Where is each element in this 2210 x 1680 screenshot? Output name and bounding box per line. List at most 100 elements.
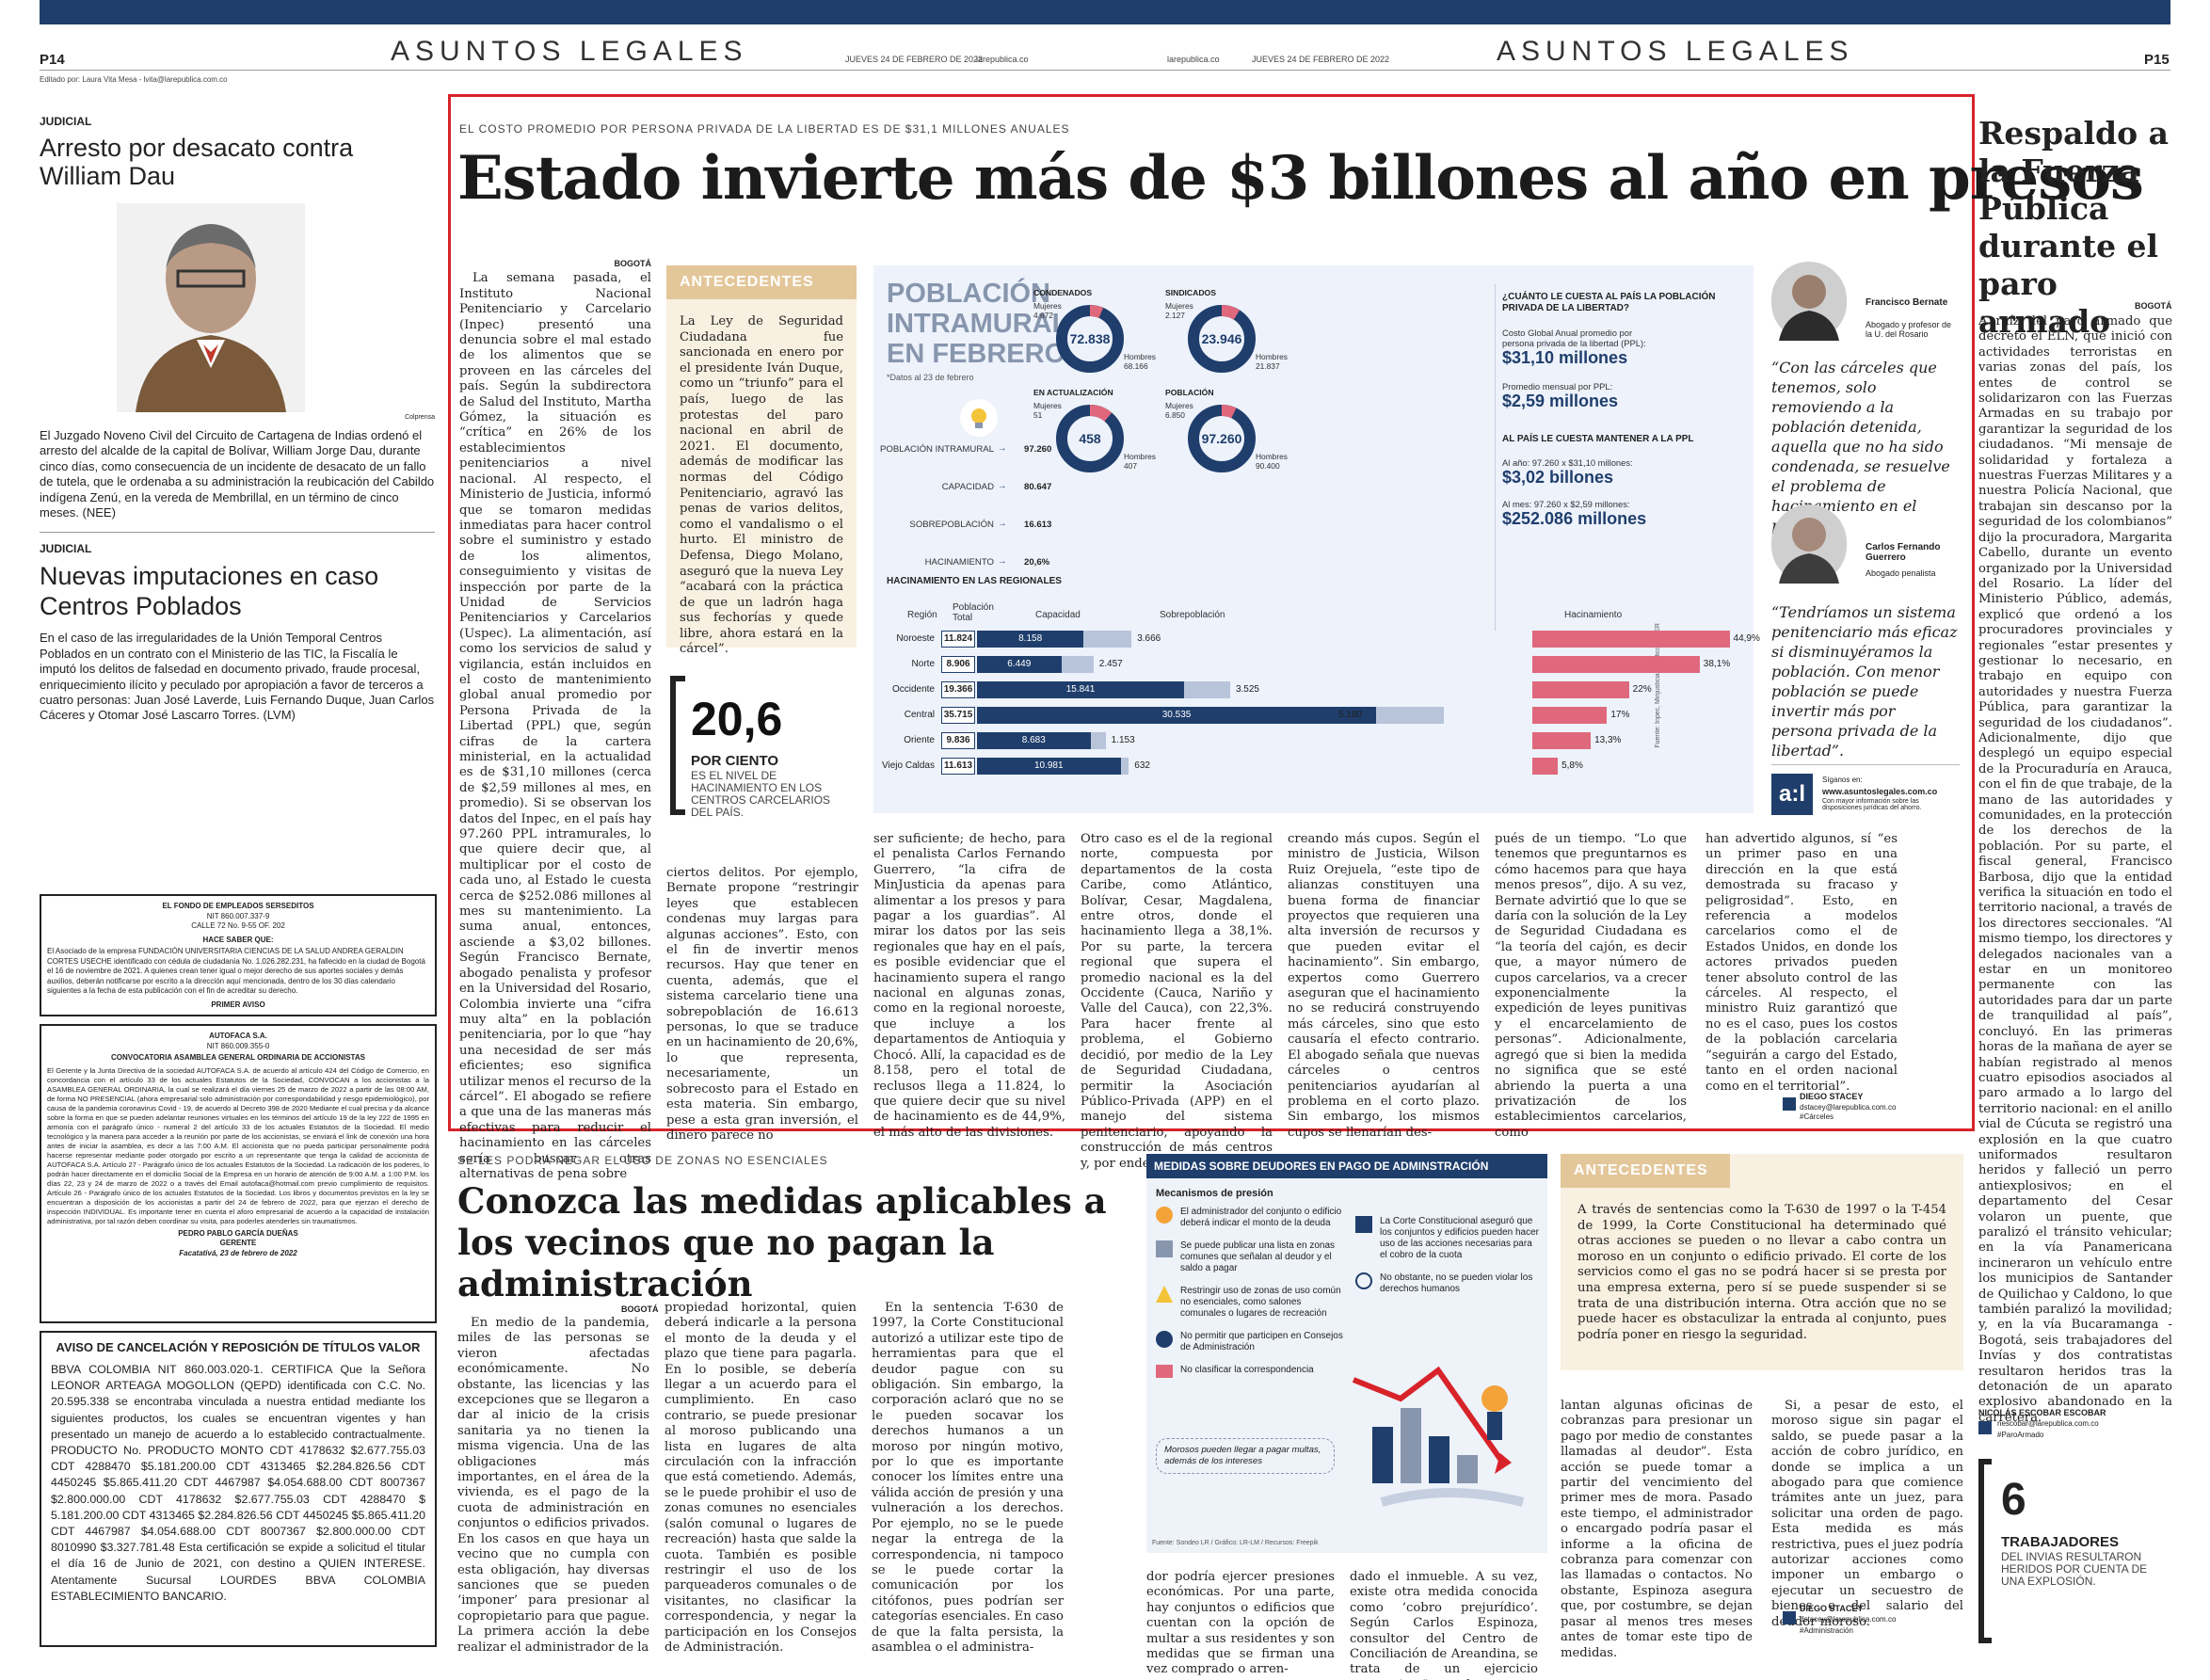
right-author-badge-icon: [1978, 1421, 1992, 1434]
crowding-label: 38,1%: [1703, 659, 1731, 669]
crowding-bar: [1532, 681, 1629, 698]
donut-hombres-value: 68.166: [1124, 361, 1148, 371]
cost-title: ¿CUÁNTO LE CUESTA AL PAÍS LA POBLACIÓN P…: [1502, 292, 1716, 313]
donut-mujeres-label: Mujeres: [1033, 401, 1062, 410]
right-body: A raíz del paro armado que decretó el EL…: [1978, 314, 2172, 1425]
summary-label: HACINAMIENTO: [924, 557, 994, 568]
guerrero-photo: [1771, 504, 1847, 584]
infographic-divider: [1495, 284, 1496, 631]
donut-mujeres-label: Mujeres: [1165, 301, 1193, 311]
site-left: larepublica.co: [976, 55, 1029, 64]
notice2-title: AUTOFACA S.A.: [209, 1032, 267, 1040]
bottom-author: DIEGO STACEY: [1800, 1604, 1864, 1613]
donut-chart: 458: [1056, 405, 1124, 472]
portrait-icon: [117, 203, 305, 412]
arrow-right-icon: →: [998, 443, 1007, 454]
antecedentes-box: ANTECEDENTES La Ley de Seguridad Ciudada…: [666, 265, 857, 656]
donut-panel: POBLACIÓN 97.260 Mujeres 6.850 Hombres 90.400: [1165, 388, 1288, 482]
donut-hombres-label: Hombres: [1256, 452, 1288, 461]
bottom-col3: En la sentencia T-630 de 1997, la Corte …: [872, 1301, 1064, 1655]
overpop-label: 2.457: [1098, 659, 1123, 669]
capacity-bar: 6.449: [977, 656, 1062, 673]
col-capacity: Capacidad: [1035, 610, 1081, 620]
notice2-body: El Gerente y la Junta Directiva de la so…: [47, 1065, 429, 1225]
notice3-title: AVISO DE CANCELACIÓN Y REPOSICIÓN DE TÍT…: [56, 1340, 421, 1354]
summary-row: HACINAMIENTO → 20,6%: [881, 555, 1088, 574]
bottom-col2: propiedad horizontal, quien deberá indic…: [665, 1301, 857, 1655]
overpop-label: 3.666: [1137, 633, 1161, 644]
right-stat-value: 6: [2001, 1475, 2026, 1525]
overpop-bar: [1184, 681, 1230, 698]
notice-autofaca: AUTOFACA S.A. NIT 860.009.355-0 CONVOCAT…: [40, 1024, 437, 1323]
crowding-bar: [1532, 656, 1700, 673]
region-total: 9.836: [941, 732, 975, 749]
donut-total: 458: [1079, 431, 1101, 446]
crowding-bar: [1532, 732, 1592, 749]
lightbulb-icon: [960, 399, 998, 437]
asuntos-legales-logo: a:l: [1771, 774, 1813, 815]
measures-infographic: MEDIDAS SOBRE DEUDORES EN PAGO DE ADMINS…: [1146, 1154, 1547, 1553]
donut-slice-mujeres: [1188, 305, 1256, 373]
right-stat-desc: DEL INVIAS RESULTARON HERIDOS POR CUENTA…: [2001, 1550, 2148, 1588]
coin-icon: [1156, 1207, 1173, 1224]
summary-row: SOBREPOBLACIÓN → 16.613: [881, 518, 1088, 536]
measure-item: Restringir uso de zonas de uso común no …: [1156, 1286, 1344, 1320]
crowding-label: 13,3%: [1594, 735, 1622, 745]
region-row: Oriente 9.836 8.683 1.153 13,3%: [873, 732, 1754, 749]
main-col6: pués de un tiempo. “Lo que tenemos que p…: [1495, 832, 1687, 1140]
donut-total: 97.260: [1202, 431, 1242, 446]
notice2-subtitle: CONVOCATORIA ASAMBLEA GENERAL ORDINARIA …: [111, 1053, 365, 1062]
story1-title: Arresto por desacato contra William Dau: [40, 134, 354, 190]
capacity-bar: 8.683: [977, 732, 1091, 749]
quote2-role: Abogado penalista: [1866, 568, 1936, 578]
main-story-frame: [448, 94, 1975, 1131]
bottom-col5: dado el inmueble. A su vez, existe otra …: [1350, 1570, 1538, 1680]
crowding-bar: [1532, 631, 1730, 648]
capacity-bar: 8.158: [977, 631, 1084, 648]
notice2-nit: NIT 860.009.355-0: [206, 1041, 270, 1050]
donut-hombres-value: 90.400: [1256, 461, 1280, 471]
donut-mujeres-value: 6.850: [1165, 410, 1185, 420]
notice1-title: EL FONDO DE EMPLEADOS SERSEDITOS: [162, 902, 314, 910]
top-color-bar: [40, 0, 2170, 24]
notice1-footer: PRIMER AVISO: [211, 1000, 265, 1009]
right-stat-unit: TRABAJADORES: [2001, 1534, 2120, 1550]
col-overpop: Sobrepoblación: [1160, 610, 1225, 620]
capacity-bar: 15.841: [977, 681, 1184, 698]
donut-total: 23.946: [1202, 331, 1242, 346]
crowding-bar: [1532, 707, 1608, 724]
rights-item: No obstante, no se pueden violar los der…: [1355, 1272, 1540, 1295]
region-total: 19.366: [941, 681, 975, 698]
donut-mujeres-value: 51: [1033, 410, 1043, 420]
court-icon: [1355, 1216, 1372, 1233]
bottom-antecedentes-body: A través de sentencias como la T-630 de …: [1577, 1203, 1946, 1342]
bernate-photo: [1771, 262, 1847, 341]
follow-link[interactable]: www.asuntoslegales.com.co: [1822, 787, 1938, 796]
overpop-bar: [1090, 732, 1106, 749]
overpop-label: 5.180: [1338, 710, 1363, 720]
bottom-col7: Si, a pesar de esto, el moroso sigue sin…: [1771, 1399, 1963, 1629]
region-name: Occidente: [891, 684, 935, 695]
story2-body: En el caso de las irregularidades de la …: [40, 631, 435, 723]
regional-title: HACINAMIENTO EN LAS REGIONALES: [887, 576, 1062, 586]
right-title: Respaldo a la Fuerza Pública durante el …: [1978, 115, 2169, 340]
quote1-name: Francisco Bernate: [1866, 297, 1948, 308]
col-crowding: Hacinamiento: [1564, 610, 1623, 620]
main-author-email: dstacey@larepublica.com.co: [1800, 1103, 1897, 1112]
measure-item: No clasificar la correspondencia: [1156, 1365, 1344, 1378]
donut-chart: 72.838: [1056, 305, 1124, 373]
stat-value: 20,6: [691, 693, 783, 745]
mail-icon: [1156, 1365, 1173, 1378]
story2-title: Nuevas imputaciones en caso Centros Pobl…: [40, 562, 379, 621]
donut-chart: 97.260: [1188, 405, 1256, 472]
arrow-right-icon: →: [998, 519, 1007, 529]
donut-hombres-label: Hombres: [1256, 352, 1288, 361]
region-name: Central: [904, 710, 935, 720]
donut-slice-mujeres: [1188, 405, 1256, 472]
quote2-name: Carlos Fernando Guerrero: [1866, 542, 1941, 563]
summary-value: 20,6%: [1024, 557, 1050, 568]
page-number-right: P15: [2144, 52, 2170, 68]
stat-desc: ES EL NIVEL DE HACINAMIENTO EN LOS CENTR…: [691, 769, 831, 819]
follow-line3: Con mayor información sobre las disposic…: [1822, 798, 1922, 811]
region-name: Noroeste: [896, 633, 935, 644]
